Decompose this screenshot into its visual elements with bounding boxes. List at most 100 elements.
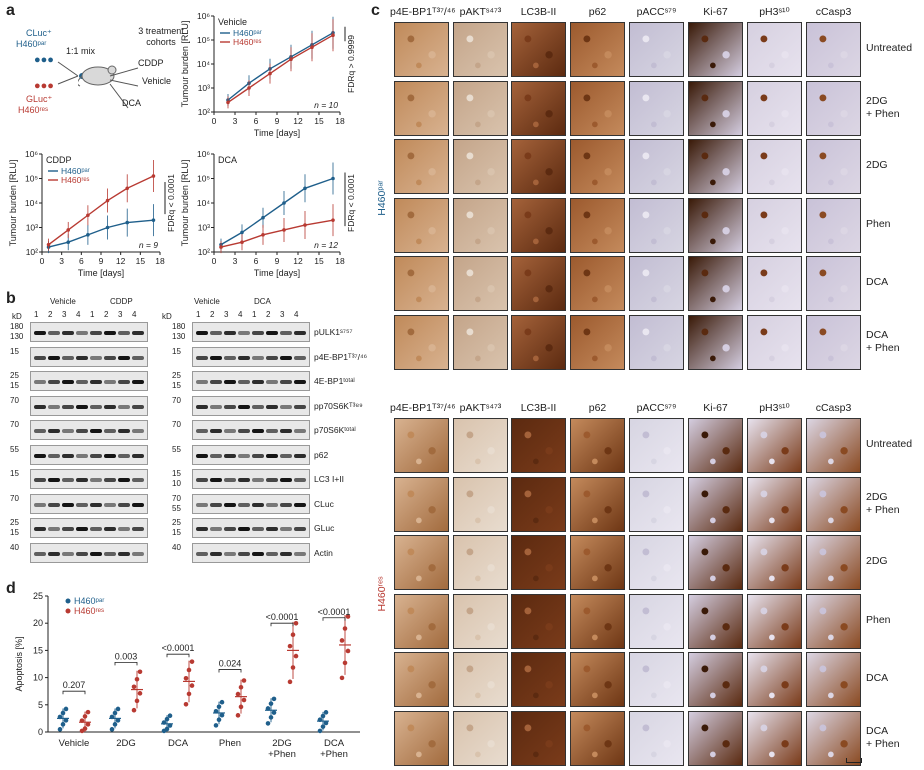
ihc-tile bbox=[747, 22, 802, 77]
ihc-tile bbox=[570, 535, 625, 590]
data-point bbox=[261, 233, 265, 237]
ihc-column-header: Ki-67 bbox=[703, 402, 728, 414]
blot-band bbox=[76, 478, 88, 482]
p-value: <0.0001 bbox=[162, 643, 195, 653]
blot-strip bbox=[192, 493, 310, 514]
ihc-column-header: pACCˢ⁷⁹ bbox=[636, 6, 677, 18]
data-point bbox=[339, 638, 345, 643]
p-bracket bbox=[218, 669, 242, 673]
legend-marker bbox=[65, 598, 71, 604]
mw-marker: 55 bbox=[10, 444, 19, 454]
data-point bbox=[293, 653, 299, 659]
blot-strip bbox=[192, 420, 310, 440]
blot-band bbox=[132, 380, 144, 384]
y-tick-label: 10⁴ bbox=[197, 59, 210, 69]
data-point bbox=[115, 718, 121, 723]
blot-band bbox=[210, 527, 222, 531]
blot-band bbox=[62, 551, 74, 556]
blot-band bbox=[294, 527, 306, 531]
data-point bbox=[247, 86, 251, 90]
blot-strip bbox=[192, 469, 310, 489]
ihc-tile bbox=[629, 197, 684, 253]
blot-strip bbox=[192, 395, 310, 416]
mw-marker: 15 bbox=[172, 381, 181, 390]
blot-band bbox=[90, 380, 102, 384]
blot-band bbox=[280, 478, 292, 482]
ihc-tile bbox=[688, 22, 743, 77]
protein-label: p70S6Kᵗᵒᵗᵃˡ bbox=[314, 425, 356, 435]
data-point bbox=[115, 706, 121, 712]
data-point bbox=[303, 223, 307, 227]
blot-band bbox=[294, 355, 306, 360]
data-point bbox=[85, 722, 91, 727]
lane-number: 2 bbox=[48, 310, 53, 319]
blot-band bbox=[34, 380, 46, 384]
blot-band bbox=[76, 404, 88, 409]
ihc-tile bbox=[629, 256, 684, 311]
ihc-row-label: Untreated bbox=[866, 42, 913, 54]
ihc-tile bbox=[629, 652, 684, 707]
data-point bbox=[238, 704, 244, 710]
protein-label: p4E-BP1ᵀ³⁷/⁴⁶ bbox=[314, 351, 368, 362]
blot-band bbox=[90, 551, 102, 556]
blot-band bbox=[224, 478, 236, 482]
ihc-column-header: pACCˢ⁷⁹ bbox=[636, 402, 677, 414]
data-point bbox=[46, 242, 51, 247]
y-tick-label: 10⁴ bbox=[197, 198, 210, 208]
ihc-row-label: 2DG + Phen bbox=[866, 490, 900, 516]
ihc-tile bbox=[688, 593, 743, 649]
x-tick-label: 6 bbox=[79, 256, 84, 266]
data-point bbox=[60, 722, 66, 727]
chart-title: DCA bbox=[218, 155, 237, 165]
data-point bbox=[331, 33, 335, 37]
category-label: 2DG bbox=[272, 738, 292, 749]
data-point bbox=[216, 704, 222, 710]
ihc-tile bbox=[747, 476, 802, 532]
ihc-column-header: pH3ˢ¹⁰ bbox=[759, 6, 790, 18]
ihc-tile bbox=[570, 652, 625, 707]
ihc-tile bbox=[511, 22, 566, 77]
data-point bbox=[213, 723, 219, 728]
n-label: n = 9 bbox=[139, 240, 158, 250]
ihc-tile bbox=[511, 476, 566, 532]
mw-marker: 25 bbox=[172, 371, 181, 380]
ihc-tile bbox=[747, 256, 802, 311]
ihc-column-header: cCasp3 bbox=[815, 402, 852, 414]
ihc-tile bbox=[570, 418, 625, 473]
ihc-column-header: pH3ˢ¹⁰ bbox=[759, 402, 790, 414]
blot-band bbox=[294, 429, 306, 433]
blot-strip bbox=[30, 518, 148, 538]
gluc-label: GLuc⁺ bbox=[26, 94, 53, 104]
category-label: Vehicle bbox=[59, 738, 90, 749]
data-point bbox=[57, 714, 63, 720]
lane-number: 1 bbox=[34, 310, 39, 319]
blot-band bbox=[48, 404, 60, 409]
data-point bbox=[189, 659, 195, 664]
blot-band bbox=[224, 453, 236, 458]
ihc-tile bbox=[453, 139, 508, 194]
data-point bbox=[63, 718, 69, 723]
blot-band bbox=[48, 380, 60, 384]
data-point bbox=[261, 215, 265, 220]
lane-number: 4 bbox=[76, 310, 81, 319]
ihc-tile bbox=[570, 197, 625, 253]
y-tick-label: 10² bbox=[198, 247, 210, 257]
ihc-tile bbox=[629, 593, 684, 649]
data-point bbox=[320, 713, 326, 719]
blot-band bbox=[104, 527, 116, 531]
lane-number: 3 bbox=[118, 310, 123, 319]
protein-label: p62 bbox=[314, 449, 329, 460]
blot-band bbox=[76, 527, 88, 531]
blot-band bbox=[104, 551, 116, 556]
x-tick-label: 18 bbox=[335, 116, 345, 126]
data-point bbox=[290, 665, 296, 670]
ihc-tile bbox=[629, 22, 684, 77]
data-point bbox=[240, 240, 244, 244]
protein-label: LC3 I+II bbox=[314, 474, 345, 484]
blot-band bbox=[48, 453, 60, 458]
data-point bbox=[265, 721, 271, 726]
blot-band bbox=[210, 551, 222, 556]
h460par-label: H460ᵖᵃʳ bbox=[16, 39, 47, 49]
